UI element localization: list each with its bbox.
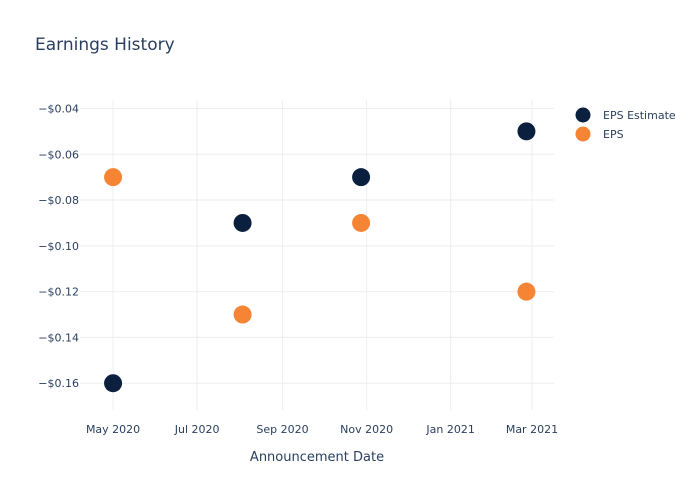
eps-point[interactable] [517, 282, 536, 301]
data-points [104, 122, 536, 393]
eps-point[interactable] [104, 168, 123, 187]
y-axis-ticks: −$0.04 −$0.06 −$0.08 −$0.10 −$0.12 −$0.14 −$0.… [38, 102, 79, 390]
eps-estimate-point[interactable] [517, 122, 536, 141]
x-tick-label: May 2020 [86, 423, 140, 436]
y-tick-label: −$0.06 [38, 148, 79, 161]
y-tick-label: −$0.16 [38, 377, 79, 390]
legend-label-eps[interactable]: EPS [603, 128, 624, 141]
x-tick-label: Sep 2020 [256, 423, 308, 436]
eps-point[interactable] [233, 305, 252, 324]
x-tick-label: Jul 2020 [174, 423, 220, 436]
eps-estimate-point[interactable] [233, 213, 252, 232]
chart-title: Earnings History [35, 35, 175, 55]
y-tick-label: −$0.14 [38, 331, 79, 344]
y-tick-label: −$0.04 [38, 102, 79, 115]
eps-point[interactable] [352, 213, 371, 232]
x-tick-label: Jan 2021 [425, 423, 474, 436]
y-tick-label: −$0.08 [38, 194, 79, 207]
legend[interactable]: EPS Estimate EPS [575, 107, 676, 142]
legend-marker-eps-estimate[interactable] [575, 107, 591, 123]
grid [80, 100, 554, 410]
eps-estimate-point[interactable] [352, 168, 371, 187]
legend-marker-eps[interactable] [575, 126, 591, 142]
y-tick-label: −$0.12 [38, 286, 79, 299]
x-axis-ticks: May 2020 Jul 2020 Sep 2020 Nov 2020 Jan 2021… [86, 423, 558, 436]
eps-estimate-point[interactable] [104, 374, 123, 393]
legend-label-eps-estimate[interactable]: EPS Estimate [603, 109, 676, 122]
y-tick-label: −$0.10 [38, 240, 79, 253]
x-tick-label: Nov 2020 [340, 423, 393, 436]
x-axis-title: Announcement Date [250, 450, 384, 465]
x-tick-label: Mar 2021 [506, 423, 558, 436]
